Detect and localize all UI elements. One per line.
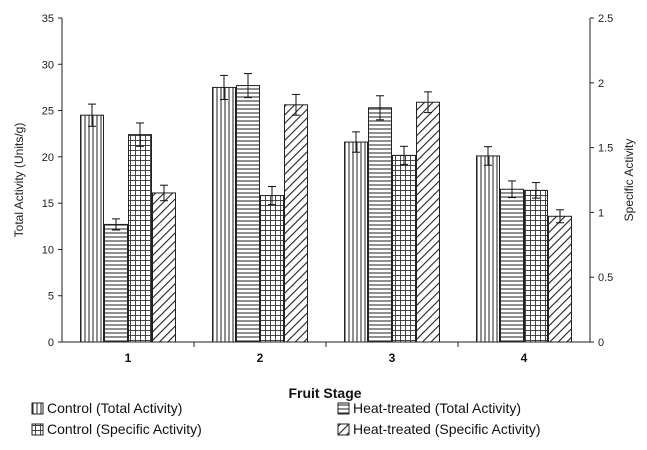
bar-diagonal: [416, 101, 440, 343]
y2-tick-label: 0: [598, 337, 604, 349]
bar-horizontal: [104, 223, 128, 343]
y2-axis-title: Specific Activity: [622, 139, 636, 222]
bar-vertical: [344, 141, 368, 343]
bar-grid: [524, 189, 548, 343]
bar-horizontal: [236, 85, 260, 343]
y-tick-label: 30: [42, 59, 54, 71]
legend-label: Control (Total Activity): [47, 400, 182, 416]
y-tick-label: 5: [48, 291, 54, 303]
legend-label: Heat-treated (Specific Activity): [353, 421, 541, 437]
legend-swatch: [337, 423, 350, 436]
y2-tick-label: 1: [598, 207, 604, 219]
bar-grid: [392, 154, 416, 343]
bar-vertical: [80, 114, 104, 343]
x-tick-label: 3: [389, 351, 396, 365]
y2-tick-label: 2.5: [598, 13, 613, 25]
bar-diagonal: [548, 215, 572, 343]
y-tick-label: 10: [42, 244, 54, 256]
bar-grid: [260, 195, 284, 343]
legend-label: Heat-treated (Total Activity): [353, 400, 521, 416]
y-tick-label: 20: [42, 152, 54, 164]
bar-horizontal: [368, 107, 392, 343]
y2-tick-label: 2: [598, 78, 604, 90]
bar-vertical: [476, 155, 500, 343]
y-tick-label: 25: [42, 106, 54, 118]
bar-diagonal: [284, 104, 308, 343]
legend-swatch: [31, 423, 44, 436]
y-axis-title: Total Activity (Units/g): [12, 123, 26, 238]
legend-swatch: [337, 402, 350, 415]
bar-vertical: [212, 86, 236, 343]
legend-swatch: [31, 402, 44, 415]
x-tick-label: 1: [125, 351, 132, 365]
legend-label: Control (Specific Activity): [47, 421, 202, 437]
legend: Control (Total Activity) Heat-treated (To…: [31, 400, 541, 437]
plot-area: 0 5 10 15 20 25 30 35 0 0.5 1 1.5 2 2.5 1 2 3 4: [42, 13, 614, 365]
bar-grid: [128, 134, 152, 343]
y-tick-label: 15: [42, 198, 54, 210]
x-tick-label: 4: [521, 351, 528, 365]
y2-tick-label: 1.5: [598, 143, 613, 155]
x-tick-label: 2: [257, 351, 264, 365]
y-tick-label: 0: [48, 337, 54, 349]
y2-tick-label: 0.5: [598, 272, 613, 284]
y-tick-label: 35: [42, 13, 54, 25]
bar-diagonal: [152, 192, 176, 343]
bar-horizontal: [500, 188, 524, 343]
x-axis-title: Fruit Stage: [288, 385, 361, 401]
